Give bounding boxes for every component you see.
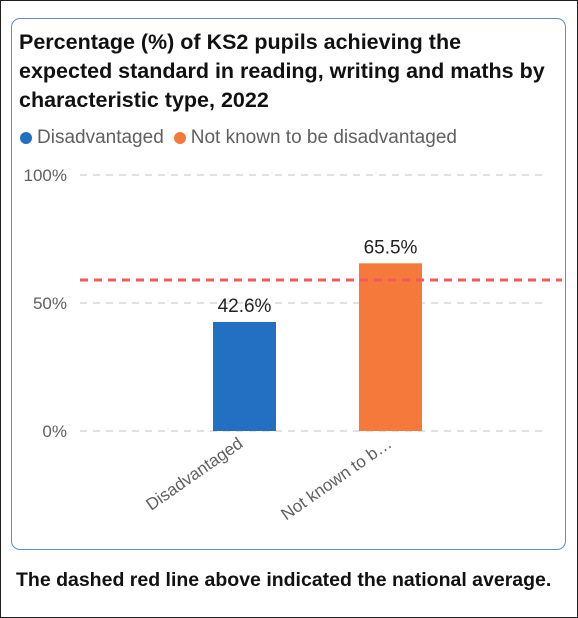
bar-chart: 0% 50% 100% 42.6% 65.5% Disadvantaged Not kn… [24, 166, 562, 524]
x-tick-labels: Disadvantaged Not known to b… [142, 434, 395, 524]
bar [359, 263, 422, 431]
legend-label-not-known: Not known to be disadvantaged [190, 127, 457, 148]
bar [213, 321, 276, 431]
x-tick-label: Not known to b… [278, 434, 396, 524]
data-label: 42.6% [218, 296, 272, 317]
legend-marker-not-known [173, 132, 186, 144]
data-labels: 42.6% 65.5% [218, 237, 418, 317]
y-tick-label: 0% [42, 422, 67, 441]
y-tick-label: 50% [33, 294, 67, 313]
data-label: 65.5% [364, 237, 418, 258]
bars [213, 263, 422, 431]
legend-marker-disadvantaged [20, 132, 32, 144]
legend-item-disadvantaged[interactable]: Disadvantaged [20, 127, 164, 149]
legend-item-not-known[interactable]: Not known to be disadvantaged [173, 127, 457, 149]
chart-legend: Disadvantaged Not known to be disadvanta… [20, 127, 467, 149]
legend-label-disadvantaged: Disadvantaged [37, 127, 164, 148]
chart-footnote: The dashed red line above indicated the … [16, 569, 552, 591]
grid-lines [80, 174, 548, 432]
y-tick-labels: 0% 50% 100% [24, 166, 67, 441]
y-tick-label: 100% [24, 166, 67, 185]
chart-card [11, 18, 566, 550]
chart-title: Percentage (%) of KS2 pupils achieving t… [19, 30, 545, 112]
x-tick-label: Disadvantaged [142, 434, 246, 515]
